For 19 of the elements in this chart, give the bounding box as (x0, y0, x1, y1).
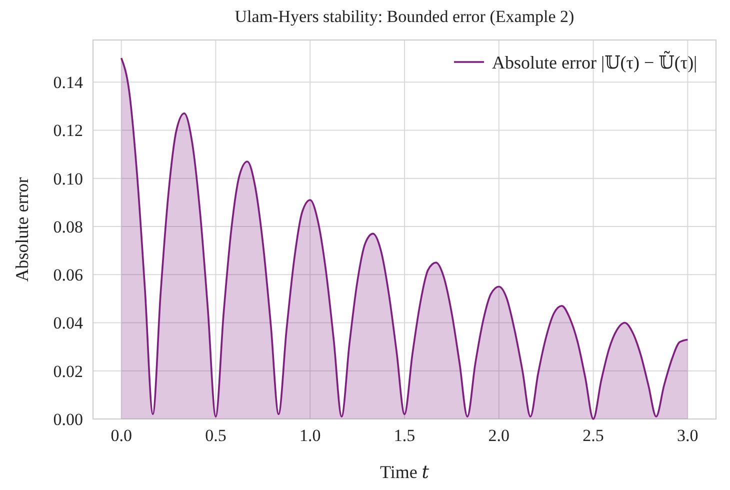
y-tick-label: 0.14 (53, 73, 84, 92)
x-tick-label: 2.5 (582, 426, 604, 445)
y-tick-label: 0.02 (53, 362, 83, 381)
x-tick-label: 0.5 (205, 426, 226, 445)
x-axis-title: Time 𝑡 (380, 462, 430, 482)
x-tick-label: 1.0 (299, 426, 321, 445)
y-tick-label: 0.10 (53, 169, 83, 188)
x-tick-label: 3.0 (677, 426, 698, 445)
y-tick-label: 0.04 (53, 314, 84, 333)
y-axis-title: Absolute error (12, 177, 32, 282)
y-tick-label: 0.06 (53, 266, 83, 285)
x-tick-label: 1.5 (394, 426, 416, 445)
x-tick-label: 0.0 (110, 426, 132, 445)
y-tick-label: 0.00 (53, 410, 83, 429)
chart-title: Ulam-Hyers stability: Bounded error (Example 2) (234, 7, 574, 26)
y-tick-label: 0.12 (53, 121, 83, 140)
x-tick-label: 2.0 (488, 426, 510, 445)
legend-label: Absolute error |𝕌(τ) − 𝕌̃(τ)| (492, 51, 698, 72)
y-tick-label: 0.08 (53, 217, 83, 236)
